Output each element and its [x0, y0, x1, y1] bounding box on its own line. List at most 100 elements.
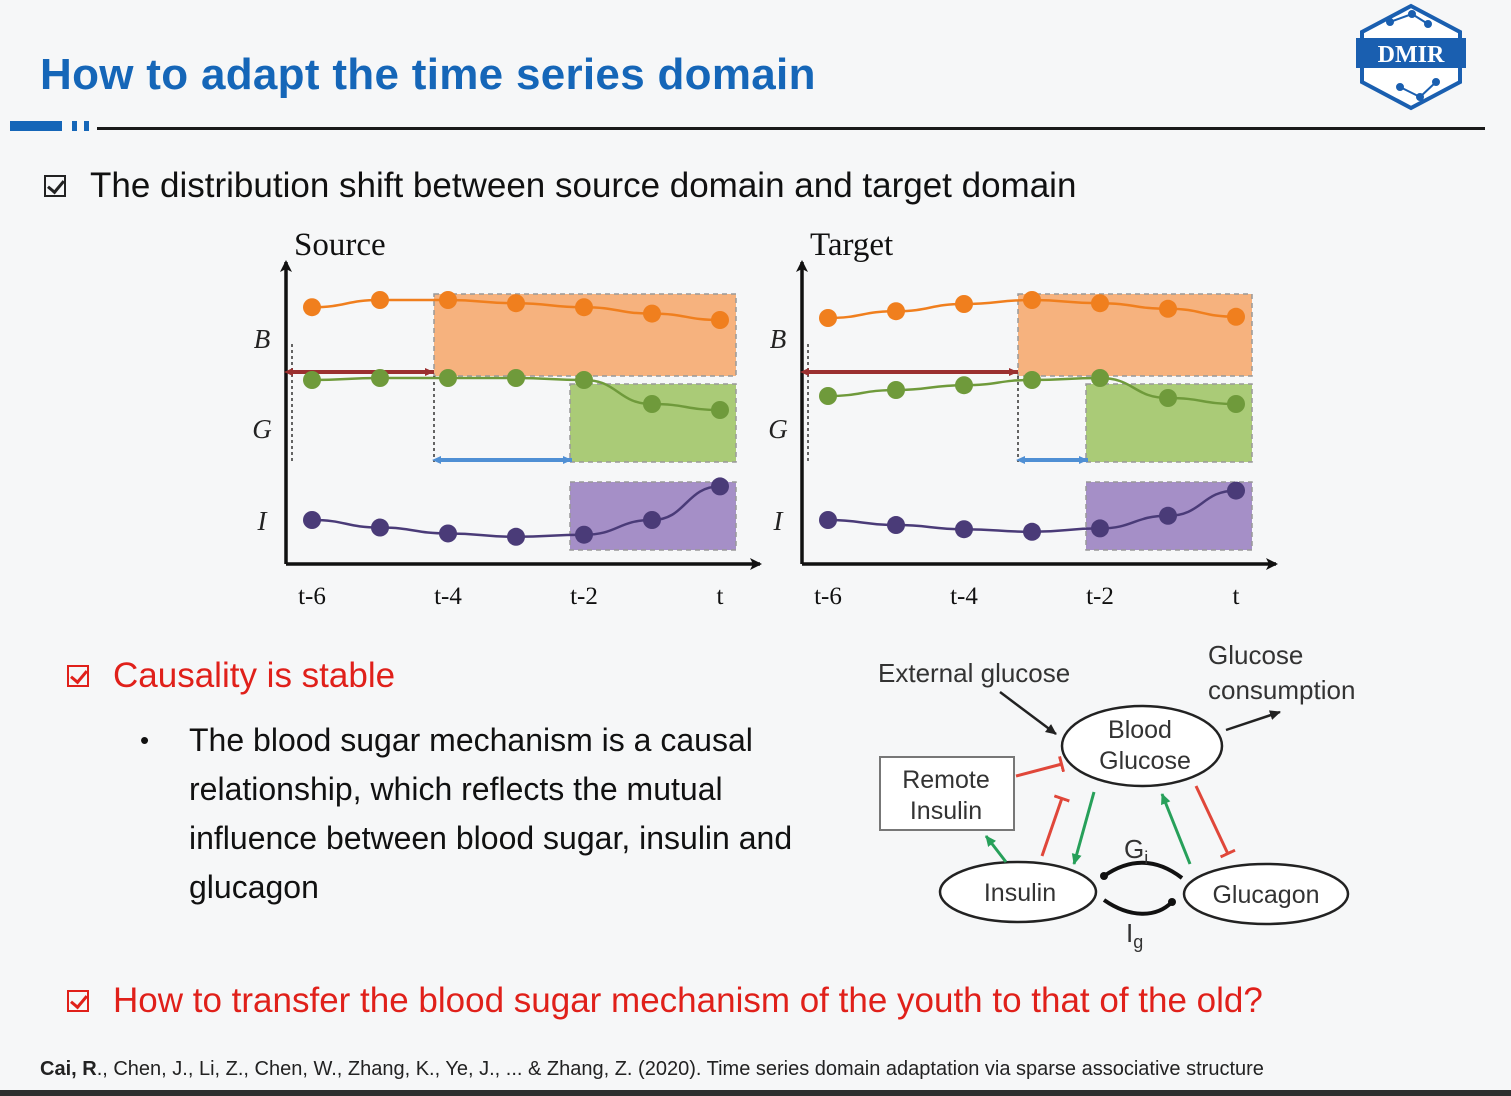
ig-link-dot [1168, 898, 1176, 906]
causality-item: Causality is stable [67, 656, 395, 696]
series-label-i: I [773, 506, 785, 536]
insulin-to-remote-arrow [984, 835, 1008, 863]
gi-label: Gi [1124, 834, 1148, 868]
data-point-g [1227, 395, 1245, 413]
data-point-i [575, 525, 593, 544]
data-point-g [439, 369, 457, 387]
series-label-i: I [257, 506, 269, 536]
insulin-inhibit-arrow [1040, 794, 1070, 857]
data-point-g [575, 371, 593, 389]
citation-rest: ., Chen, J., Li, Z., Chen, W., Zhang, K.… [96, 1058, 1264, 1080]
data-point-b [507, 294, 525, 313]
source-target-charts: Source B G It-6 t-4 t-2 t Target B G It-6 t-4 t-2 t [252, 227, 1278, 610]
data-point-b [955, 295, 973, 313]
external-glucose-label: External glucose [878, 658, 1070, 688]
remote-insulin-inhibit-arrow [1015, 756, 1065, 778]
data-point-i [1159, 506, 1177, 525]
external-glucose-arrow [999, 691, 1057, 735]
x-tick-label: t-2 [1086, 583, 1114, 610]
data-point-g [643, 395, 661, 413]
data-point-i [1023, 522, 1041, 541]
glucagon-label: Glucagon [1212, 881, 1319, 909]
insulin-label: Insulin [984, 879, 1056, 907]
data-point-g [1091, 369, 1109, 387]
glucose-consumption-label-2: consumption [1208, 675, 1355, 705]
data-point-i [371, 518, 389, 537]
checkbox-icon [67, 665, 89, 687]
data-point-i [955, 520, 973, 539]
logo-text: DMIR [1378, 42, 1445, 68]
glucose-consumption-arrow [1225, 710, 1281, 732]
data-point-g [955, 376, 973, 395]
data-point-b [643, 304, 661, 323]
x-tick-label: t-4 [950, 583, 978, 610]
highlight-band-b [1017, 293, 1253, 377]
series-label-g: G [252, 414, 272, 444]
citation: Cai, R., Chen, J., Li, Z., Chen, W., Zha… [40, 1058, 1264, 1081]
data-point-b [575, 298, 593, 317]
series-label-b: B [770, 324, 787, 354]
bullet-dot-icon: • [140, 725, 150, 755]
distribution-shift-text: The distribution shift between source do… [90, 166, 1077, 205]
data-point-b [711, 311, 729, 329]
data-point-b [439, 291, 457, 309]
remote-insulin-label-1: Remote [902, 766, 990, 794]
glucagon-to-glucose-arrow [1160, 793, 1192, 865]
data-point-g [1159, 389, 1177, 407]
bottom-bar [0, 1090, 1511, 1096]
question-item: How to transfer the blood sugar mechanis… [67, 981, 1263, 1021]
x-tick-label: t [1233, 583, 1240, 610]
remote-insulin-label-2: Insulin [910, 797, 982, 825]
data-point-i [711, 477, 729, 496]
data-point-i [819, 511, 837, 529]
glucose-inhibit-glucagon-arrow [1194, 785, 1236, 859]
title-underline [97, 127, 1485, 130]
ig-link [1102, 898, 1174, 916]
distribution-shift-item: The distribution shift between source do… [44, 166, 1076, 206]
x-tick-label: t-2 [570, 583, 598, 610]
gi-link [1102, 860, 1184, 880]
x-tick-label: t-6 [298, 583, 326, 610]
page-title: How to adapt the time series domain [40, 50, 816, 99]
data-point-g [1023, 371, 1041, 389]
remote-insulin-node [879, 756, 1015, 831]
blood-glucose-label-1: Blood [1108, 716, 1172, 744]
data-point-i [1227, 481, 1245, 500]
data-point-i [507, 527, 525, 546]
causality-detail-text: The blood sugar mechanism is a causal re… [189, 722, 793, 905]
data-point-b [303, 298, 321, 317]
data-point-g [819, 387, 837, 405]
blood-glucose-node [1060, 704, 1224, 788]
glucagon-node [1182, 862, 1350, 926]
checkbox-icon [44, 175, 66, 197]
title-underline-accent [10, 121, 62, 131]
x-tick-label: t [717, 583, 724, 610]
data-point-g [303, 371, 321, 389]
gi-link-dot [1100, 872, 1108, 880]
data-point-g [711, 401, 729, 419]
data-point-b [1091, 294, 1109, 313]
series-label-b: B [254, 324, 271, 354]
data-point-b [887, 302, 905, 321]
checkbox-icon [67, 990, 89, 1012]
chart-title: Source [294, 227, 386, 263]
citation-first-author: Cai, R [40, 1058, 97, 1080]
data-point-i [439, 524, 457, 543]
data-point-b [1227, 307, 1245, 326]
data-point-g [887, 381, 905, 399]
title-underline-tick [84, 121, 89, 131]
question-text: How to transfer the blood sugar mechanis… [113, 981, 1263, 1020]
x-tick-label: t-4 [434, 583, 462, 610]
data-point-i [1091, 519, 1109, 538]
series-label-g: G [768, 414, 788, 444]
data-point-i [643, 511, 661, 529]
ig-label: Ig [1126, 918, 1143, 952]
data-point-i [303, 511, 321, 529]
data-point-i [887, 516, 905, 535]
glucose-to-insulin-arrow [1071, 791, 1096, 865]
data-point-g [371, 369, 389, 387]
x-tick-label: t-6 [814, 583, 842, 610]
dmir-logo: DMIR [1356, 3, 1466, 111]
data-point-b [371, 291, 389, 309]
glucose-consumption-label-1: Glucose [1208, 640, 1303, 670]
